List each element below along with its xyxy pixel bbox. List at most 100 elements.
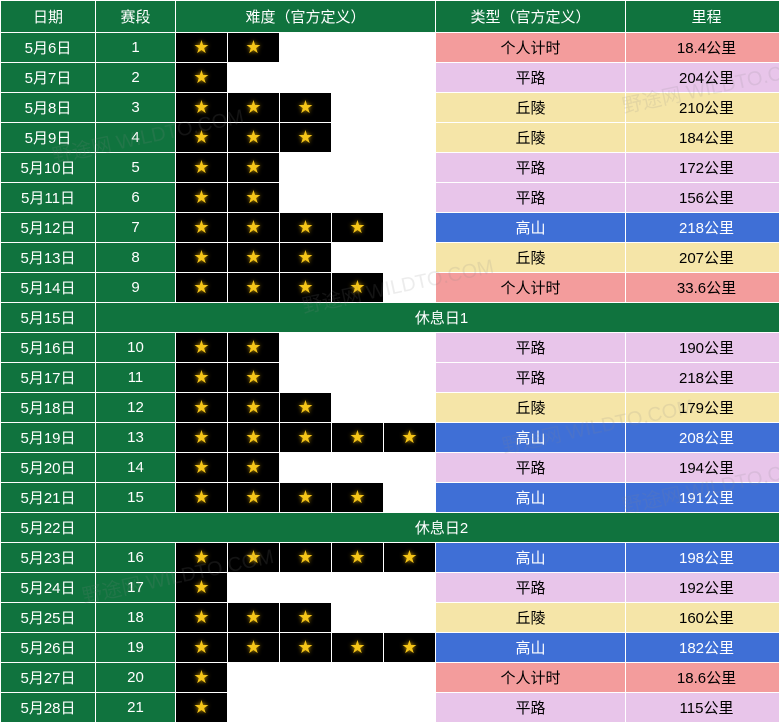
stage-cell: 18 bbox=[96, 603, 176, 633]
table-row: 5月28日21★平路115公里 bbox=[1, 693, 779, 723]
stage-cell: 5 bbox=[96, 153, 176, 183]
date-cell: 5月26日 bbox=[1, 633, 96, 663]
star-icon: ★ bbox=[297, 397, 313, 418]
star-icon: ★ bbox=[193, 607, 209, 628]
difficulty-star-cell: ★ bbox=[228, 243, 280, 273]
difficulty-star-cell: ★ bbox=[228, 333, 280, 363]
star-icon: ★ bbox=[297, 487, 313, 508]
rest-label: 休息日1 bbox=[96, 303, 779, 333]
date-cell: 5月11日 bbox=[1, 183, 96, 213]
star-icon: ★ bbox=[193, 397, 209, 418]
date-cell: 5月21日 bbox=[1, 483, 96, 513]
star-icon: ★ bbox=[297, 427, 313, 448]
difficulty-star-cell: ★ bbox=[176, 663, 228, 693]
table-row: 5月27日20★个人计时18.6公里 bbox=[1, 663, 779, 693]
stage-cell: 12 bbox=[96, 393, 176, 423]
difficulty-star-cell bbox=[280, 63, 332, 93]
difficulty-star-cell: ★ bbox=[280, 483, 332, 513]
col-distance: 里程 bbox=[626, 1, 779, 33]
type-cell: 丘陵 bbox=[436, 93, 626, 123]
difficulty-star-cell: ★ bbox=[384, 423, 436, 453]
star-icon: ★ bbox=[349, 427, 365, 448]
difficulty-star-cell: ★ bbox=[280, 123, 332, 153]
date-cell: 5月27日 bbox=[1, 663, 96, 693]
col-stage: 赛段 bbox=[96, 1, 176, 33]
star-icon: ★ bbox=[193, 157, 209, 178]
star-icon: ★ bbox=[245, 277, 261, 298]
star-icon: ★ bbox=[193, 217, 209, 238]
table-row: 5月16日10★★平路190公里 bbox=[1, 333, 779, 363]
table-row: 5月22日休息日2 bbox=[1, 513, 779, 543]
star-icon: ★ bbox=[297, 127, 313, 148]
difficulty-star-cell: ★ bbox=[228, 393, 280, 423]
stage-cell: 15 bbox=[96, 483, 176, 513]
difficulty-star-cell bbox=[384, 663, 436, 693]
distance-cell: 204公里 bbox=[626, 63, 779, 93]
stage-cell: 6 bbox=[96, 183, 176, 213]
star-icon: ★ bbox=[297, 217, 313, 238]
difficulty-star-cell bbox=[384, 483, 436, 513]
date-cell: 5月16日 bbox=[1, 333, 96, 363]
difficulty-star-cell bbox=[332, 63, 384, 93]
table-row: 5月20日14★★平路194公里 bbox=[1, 453, 779, 483]
type-cell: 平路 bbox=[436, 153, 626, 183]
difficulty-star-cell bbox=[332, 243, 384, 273]
table-row: 5月7日2★平路204公里 bbox=[1, 63, 779, 93]
difficulty-star-cell bbox=[384, 693, 436, 723]
star-icon: ★ bbox=[193, 667, 209, 688]
rest-label: 休息日2 bbox=[96, 513, 779, 543]
difficulty-star-cell bbox=[332, 33, 384, 63]
star-icon: ★ bbox=[245, 157, 261, 178]
date-cell: 5月8日 bbox=[1, 93, 96, 123]
difficulty-star-cell bbox=[332, 603, 384, 633]
distance-cell: 184公里 bbox=[626, 123, 779, 153]
star-icon: ★ bbox=[245, 367, 261, 388]
star-icon: ★ bbox=[245, 337, 261, 358]
distance-cell: 18.4公里 bbox=[626, 33, 779, 63]
type-cell: 丘陵 bbox=[436, 393, 626, 423]
distance-cell: 194公里 bbox=[626, 453, 779, 483]
star-icon: ★ bbox=[245, 487, 261, 508]
difficulty-star-cell: ★ bbox=[228, 93, 280, 123]
date-cell: 5月17日 bbox=[1, 363, 96, 393]
difficulty-star-cell bbox=[384, 273, 436, 303]
difficulty-star-cell: ★ bbox=[176, 543, 228, 573]
difficulty-star-cell bbox=[332, 333, 384, 363]
distance-cell: 172公里 bbox=[626, 153, 779, 183]
star-icon: ★ bbox=[193, 547, 209, 568]
difficulty-star-cell: ★ bbox=[228, 603, 280, 633]
difficulty-star-cell: ★ bbox=[176, 393, 228, 423]
table-row: 5月14日9★★★★个人计时33.6公里 bbox=[1, 273, 779, 303]
type-cell: 丘陵 bbox=[436, 123, 626, 153]
type-cell: 高山 bbox=[436, 423, 626, 453]
difficulty-star-cell bbox=[384, 183, 436, 213]
table-row: 5月19日13★★★★★高山208公里 bbox=[1, 423, 779, 453]
star-icon: ★ bbox=[193, 277, 209, 298]
type-cell: 高山 bbox=[436, 213, 626, 243]
difficulty-star-cell: ★ bbox=[176, 483, 228, 513]
date-cell: 5月18日 bbox=[1, 393, 96, 423]
type-cell: 平路 bbox=[436, 453, 626, 483]
col-date: 日期 bbox=[1, 1, 96, 33]
difficulty-star-cell: ★ bbox=[280, 423, 332, 453]
difficulty-star-cell bbox=[228, 693, 280, 723]
difficulty-star-cell bbox=[280, 693, 332, 723]
stage-cell: 17 bbox=[96, 573, 176, 603]
stage-cell: 3 bbox=[96, 93, 176, 123]
difficulty-star-cell: ★ bbox=[176, 243, 228, 273]
star-icon: ★ bbox=[245, 217, 261, 238]
distance-cell: 18.6公里 bbox=[626, 663, 779, 693]
star-icon: ★ bbox=[245, 37, 261, 58]
star-icon: ★ bbox=[245, 427, 261, 448]
table-row: 5月17日11★★平路218公里 bbox=[1, 363, 779, 393]
type-cell: 平路 bbox=[436, 363, 626, 393]
difficulty-star-cell bbox=[332, 573, 384, 603]
difficulty-star-cell bbox=[332, 123, 384, 153]
difficulty-star-cell bbox=[332, 693, 384, 723]
type-cell: 丘陵 bbox=[436, 603, 626, 633]
difficulty-star-cell: ★ bbox=[332, 213, 384, 243]
stage-cell: 9 bbox=[96, 273, 176, 303]
distance-cell: 115公里 bbox=[626, 693, 779, 723]
difficulty-star-cell: ★ bbox=[332, 543, 384, 573]
difficulty-star-cell: ★ bbox=[332, 273, 384, 303]
